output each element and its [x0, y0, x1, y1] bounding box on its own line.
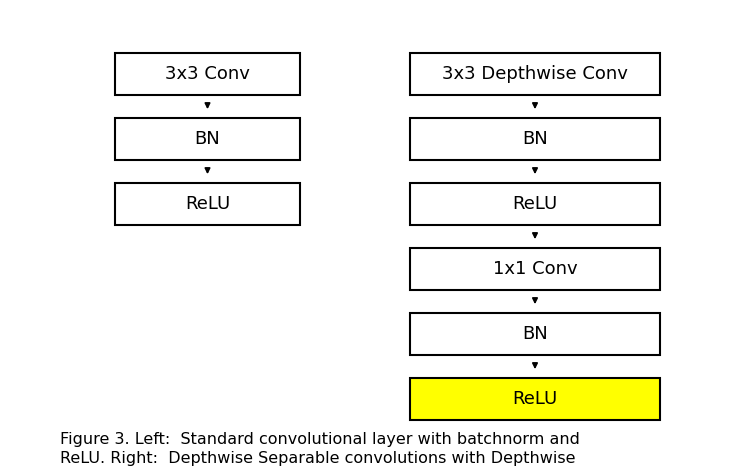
Text: ReLU: ReLU — [185, 195, 230, 213]
Bar — [115, 53, 300, 95]
Bar — [410, 118, 660, 160]
Text: BN: BN — [522, 325, 548, 343]
Text: ReLU: ReLU — [512, 195, 558, 213]
Text: 3x3 Depthwise Conv: 3x3 Depthwise Conv — [442, 65, 628, 83]
Text: ReLU. Right:  Depthwise Separable convolutions with Depthwise: ReLU. Right: Depthwise Separable convolu… — [60, 451, 576, 466]
Bar — [115, 118, 300, 160]
Bar — [410, 53, 660, 95]
Text: 1x1 Conv: 1x1 Conv — [492, 260, 577, 278]
Text: BN: BN — [522, 130, 548, 148]
Bar — [410, 313, 660, 355]
Bar — [410, 183, 660, 225]
Bar — [410, 378, 660, 420]
Text: 3x3 Conv: 3x3 Conv — [165, 65, 250, 83]
Text: BN: BN — [195, 130, 220, 148]
Text: Figure 3. Left:  Standard convolutional layer with batchnorm and: Figure 3. Left: Standard convolutional l… — [60, 432, 580, 447]
Text: ReLU: ReLU — [512, 390, 558, 408]
Bar — [115, 183, 300, 225]
Bar — [410, 248, 660, 290]
